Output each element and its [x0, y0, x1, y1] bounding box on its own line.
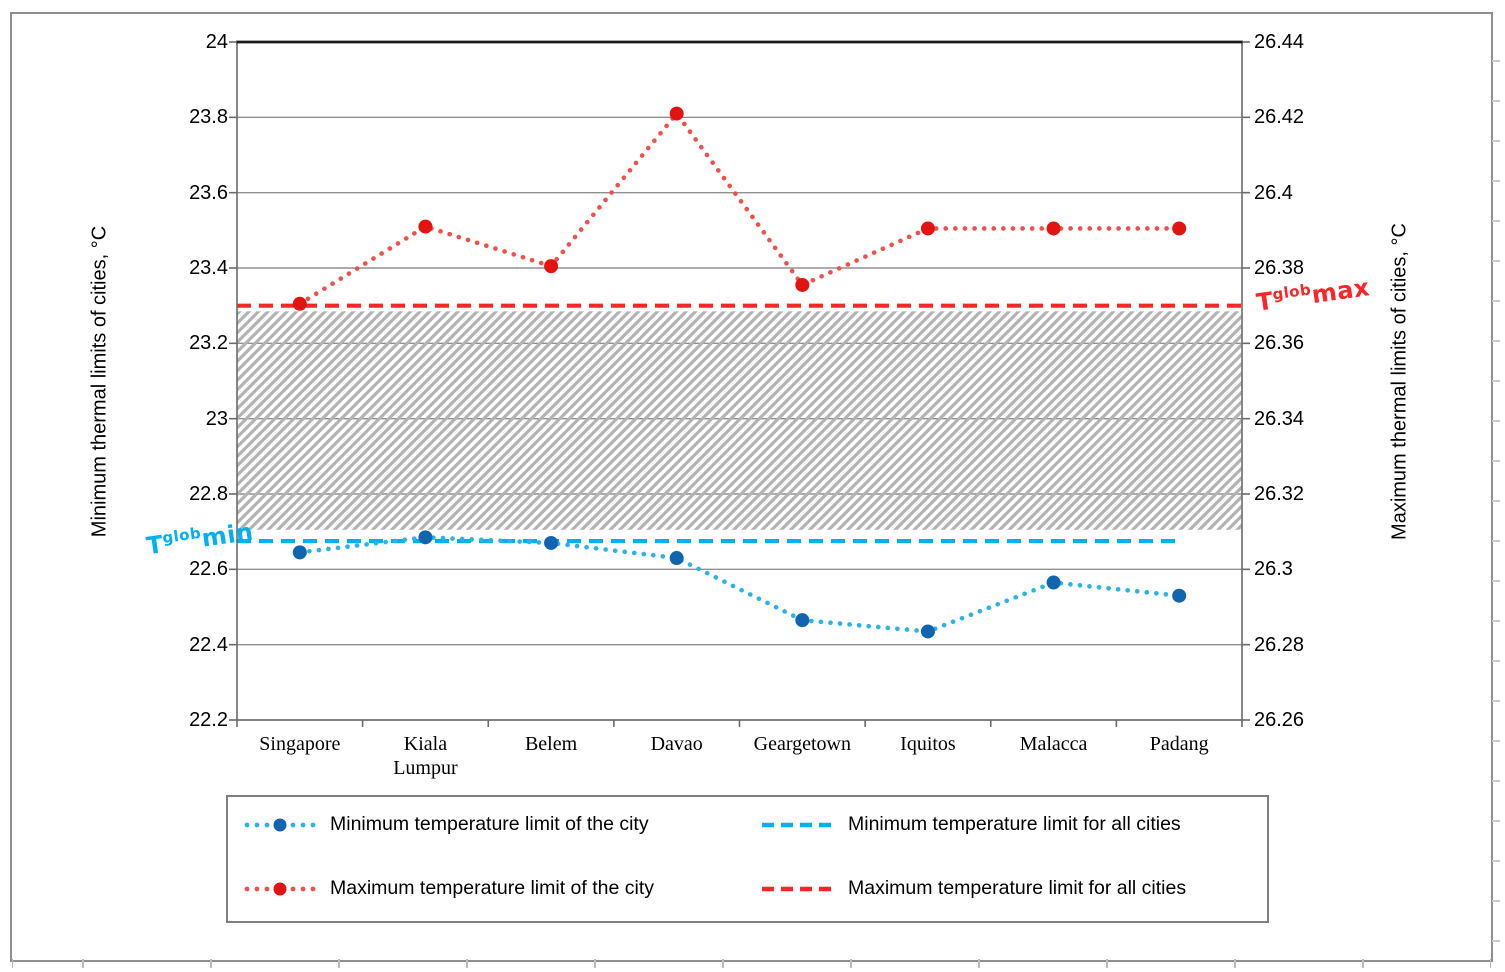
- right-axis-tick-label: 26.34: [1254, 407, 1305, 430]
- x-axis-category-label: Singapore: [259, 733, 341, 755]
- right-axis-tick-label: 26.44: [1254, 31, 1305, 53]
- max-city-marker: [1172, 221, 1187, 236]
- cyan-dashed-line-swatch-icon: [762, 822, 834, 827]
- left-axis-tick-label: 22.8: [189, 483, 228, 505]
- x-axis-category-label: Belem: [524, 733, 578, 755]
- legend-item-min-city: Minimum temperature limit of the city: [242, 813, 649, 836]
- hatched-band: [237, 311, 1242, 530]
- right-axis-title: Maximum thermal limits of cities, °C: [1388, 223, 1411, 540]
- right-axis-tick-label: 26.4: [1254, 181, 1293, 204]
- legend-label: Maximum temperature limit of the city: [330, 877, 655, 899]
- legend-item-max-city: Maximum temperature limit of the city: [242, 877, 654, 900]
- left-axis-tick-label: 23.6: [189, 181, 228, 204]
- right-axis-tick-label: 26.28: [1254, 633, 1305, 656]
- min-city-marker: [1172, 588, 1187, 603]
- min-city-marker: [418, 530, 433, 545]
- min-city-series-line: [297, 535, 1182, 634]
- left-axis-tick-label: 22.4: [189, 633, 228, 656]
- red-dashed-line-swatch-icon: [762, 886, 834, 891]
- right-axis-tick-label: 26.38: [1254, 257, 1305, 279]
- right-axis-tick-label: 26.36: [1254, 332, 1305, 355]
- right-axis-tick-label: 26.26: [1254, 709, 1305, 731]
- bottom-ruler-ticks: [12, 959, 1491, 968]
- x-axis-category-label: Iquitos: [900, 733, 956, 755]
- max-city-series-line: [297, 109, 1182, 307]
- left-axis-tick-label: 23.2: [189, 332, 228, 355]
- x-axis-category-label: Davao: [650, 733, 703, 755]
- left-axis-tick-label: 22.6: [189, 558, 228, 581]
- x-axis-category-label: Kiala Lumpur: [393, 733, 458, 779]
- max-city-marker: [292, 296, 307, 311]
- left-axis-tick-label: 23.8: [189, 106, 228, 129]
- legend-box: Minimum temperature limit of the city Mi…: [226, 795, 1269, 923]
- max-city-marker: [920, 221, 935, 236]
- right-ruler-ticks: [1492, 60, 1500, 950]
- left-axis-title: Minimum thermal limits of cities, °C: [88, 225, 111, 538]
- legend-label: Minimum temperature limit for all cities: [848, 813, 1181, 835]
- legend-label: Maximum temperature limit for all cities: [848, 877, 1187, 899]
- tglob-min-sup: glob: [161, 523, 203, 548]
- blue-dotted-line-swatch-icon: [244, 818, 316, 831]
- max-city-marker: [544, 259, 559, 274]
- max-city-marker: [1046, 221, 1061, 236]
- legend-item-min-all-cities: Minimum temperature limit for all cities: [760, 813, 1181, 836]
- left-axis-tick-label: 23: [205, 407, 228, 430]
- right-axis-tick-label: 26.42: [1254, 106, 1305, 129]
- left-axis-tick-label: 22.2: [189, 709, 228, 731]
- max-city-marker: [418, 219, 433, 234]
- tglob-max-sup: glob: [1271, 280, 1313, 304]
- max-city-marker: [795, 277, 810, 292]
- min-city-marker: [920, 624, 935, 639]
- legend-label: Minimum temperature limit of the city: [330, 813, 649, 835]
- right-axis-tick-label: 26.32: [1254, 483, 1305, 505]
- left-axis-tick-label: 23.4: [189, 257, 228, 279]
- legend-item-max-all-cities: Maximum temperature limit for all cities: [760, 877, 1186, 900]
- left-axis-tick-label: 24: [205, 31, 228, 53]
- min-city-marker: [544, 535, 559, 550]
- x-axis-category-label: Padang: [1149, 733, 1209, 755]
- min-city-marker: [292, 545, 307, 560]
- min-city-marker: [669, 551, 684, 566]
- max-city-marker: [669, 106, 684, 121]
- x-axis-category-label: Geargetown: [753, 733, 851, 755]
- red-dotted-line-swatch-icon: [244, 882, 316, 895]
- x-axis-category-label: Malacca: [1019, 733, 1088, 755]
- min-city-marker: [795, 613, 810, 628]
- right-axis-tick-label: 26.3: [1254, 558, 1293, 581]
- min-city-marker: [1046, 575, 1061, 590]
